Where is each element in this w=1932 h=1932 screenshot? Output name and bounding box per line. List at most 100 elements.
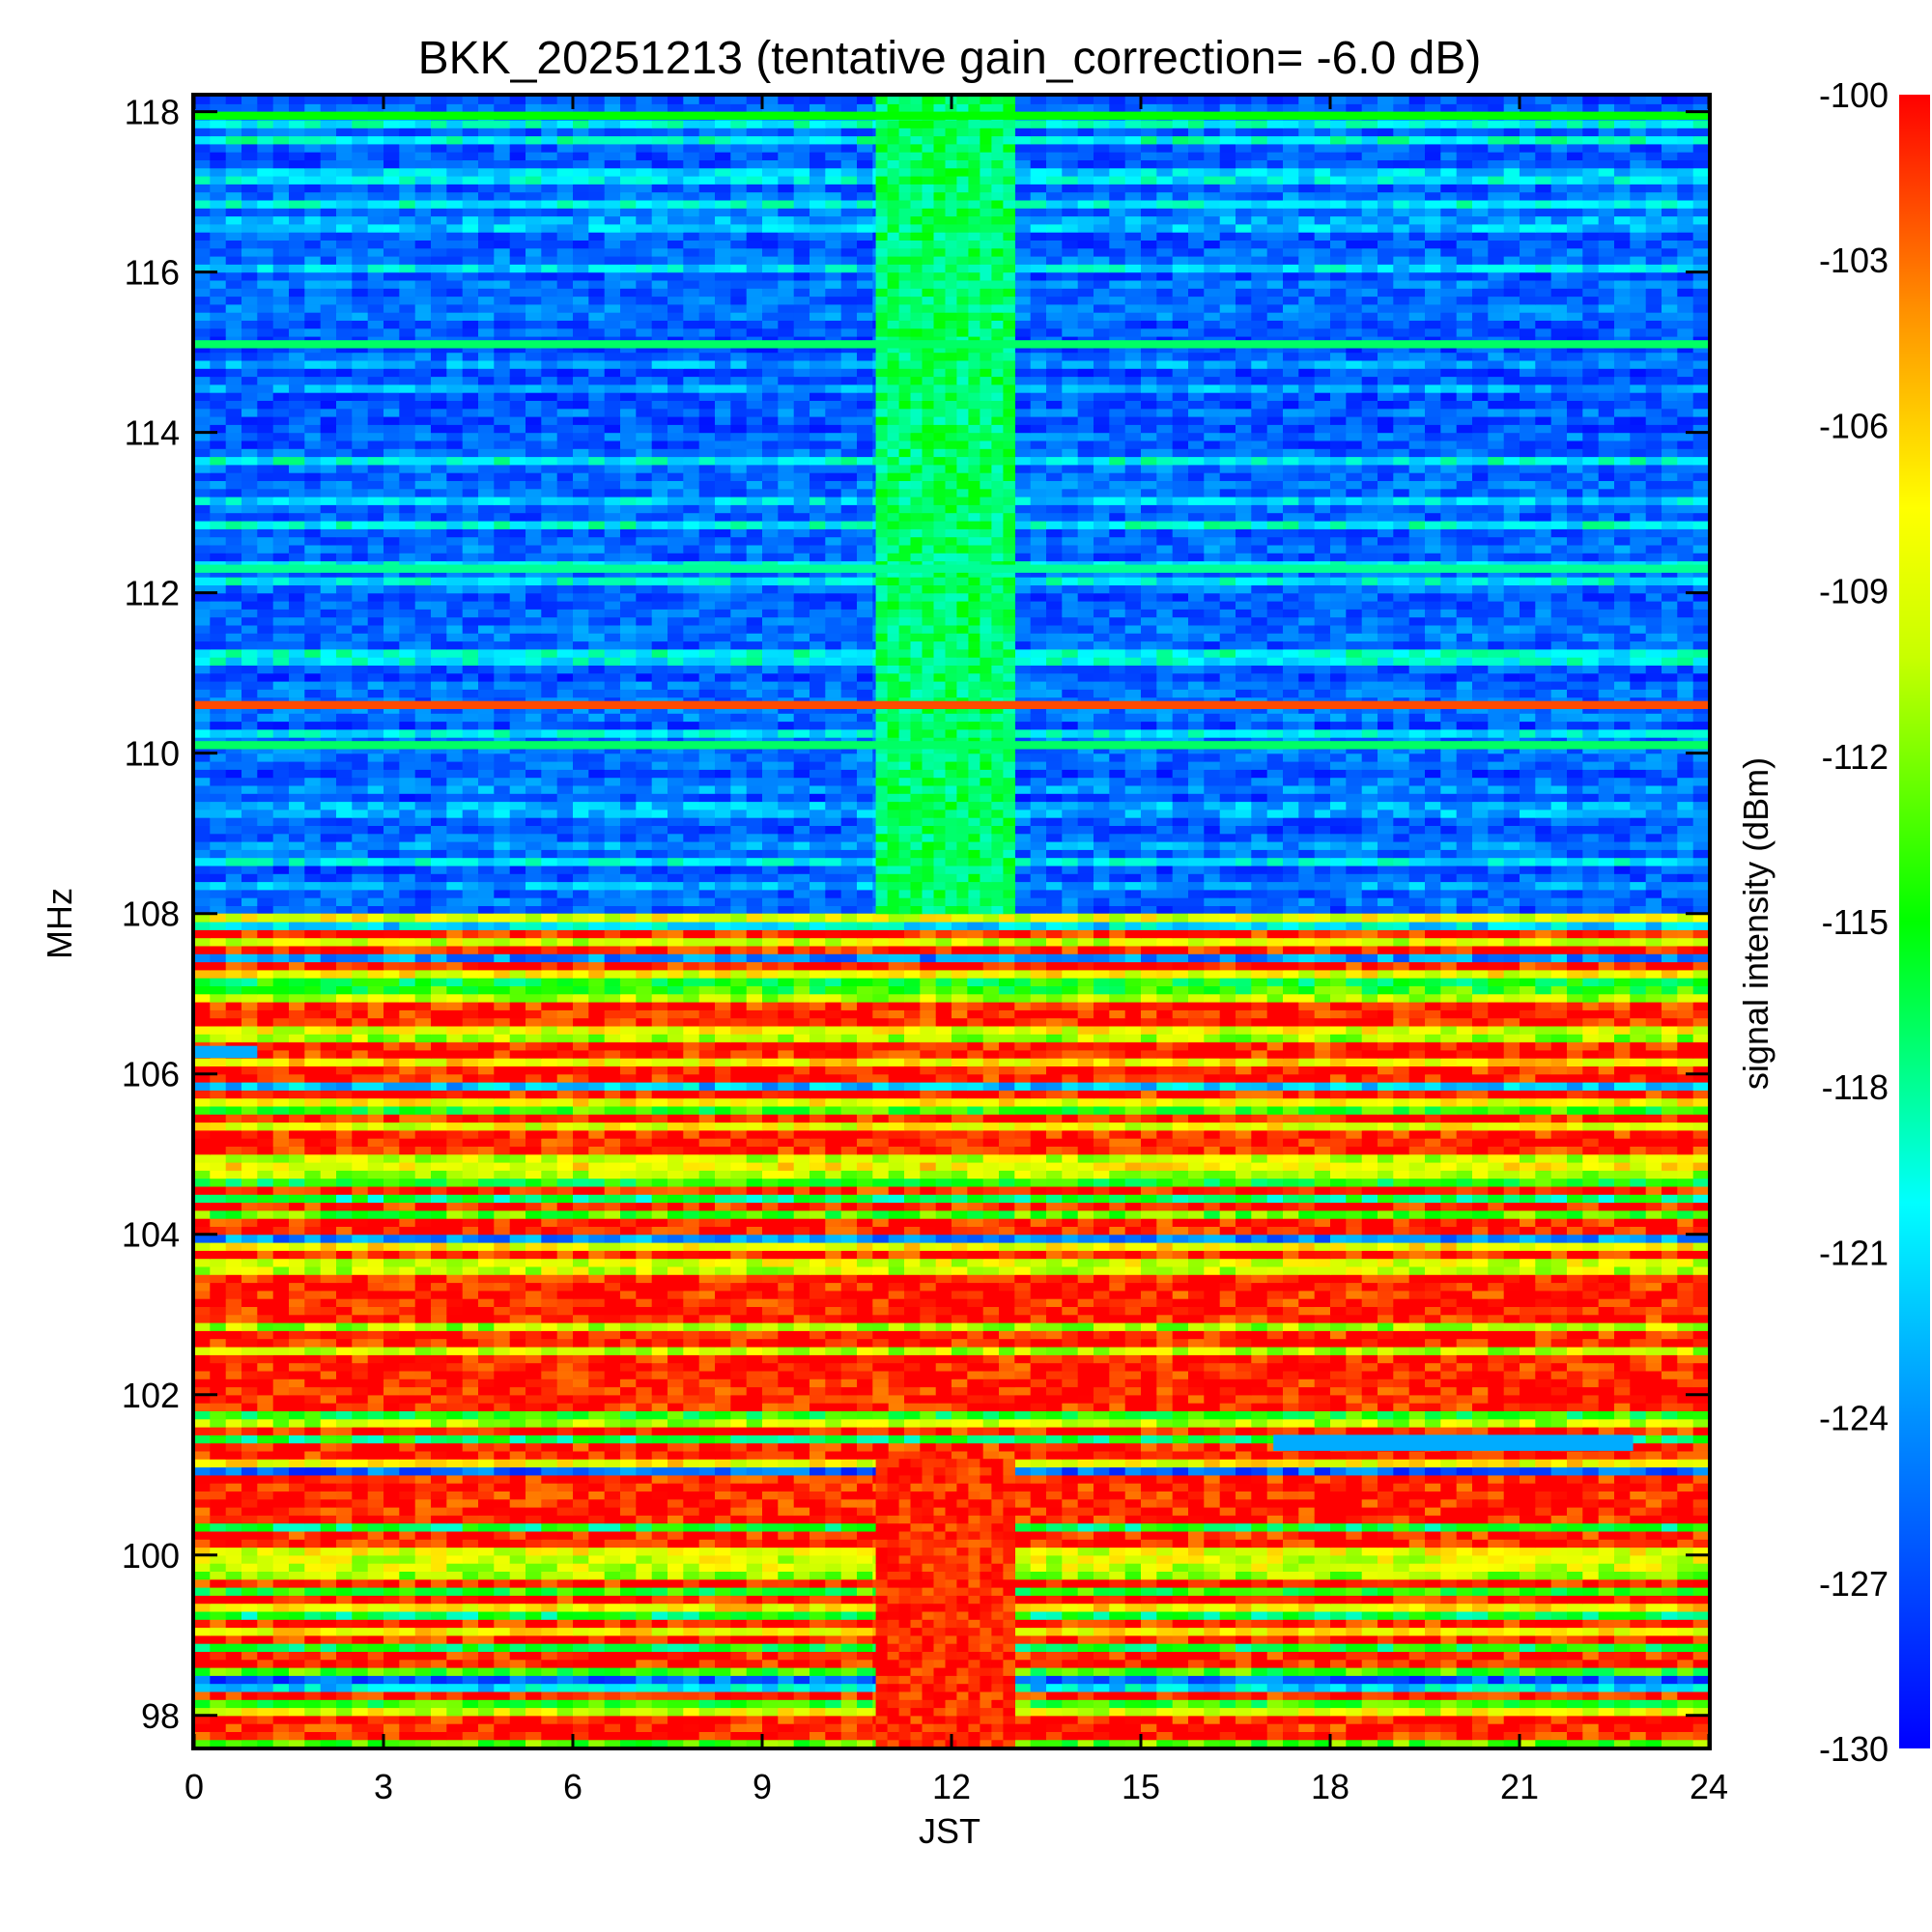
- air-band-cell: [1062, 777, 1079, 786]
- air-band-cell: [541, 689, 558, 698]
- air-band-cell: [478, 793, 495, 803]
- air-band-cell: [1236, 672, 1252, 682]
- air-band-cell: [620, 889, 637, 898]
- air-band-cell: [1077, 889, 1094, 898]
- air-band-cell: [1692, 568, 1709, 578]
- air-band-cell: [257, 769, 274, 779]
- air-band-cell: [1692, 616, 1709, 626]
- air-band-cell: [604, 633, 621, 642]
- air-band-cell: [1046, 504, 1063, 514]
- air-band-cell: [1567, 721, 1583, 730]
- air-band-cell: [840, 521, 858, 529]
- air-band-cell: [588, 841, 606, 850]
- air-band-cell: [210, 809, 227, 818]
- air-band-cell: [1425, 889, 1441, 898]
- air-band-cell: [1330, 833, 1347, 842]
- air-band-cell: [1677, 761, 1694, 770]
- air-band-cell: [526, 681, 542, 690]
- air-band-cell: [1456, 640, 1473, 650]
- air-band-cell: [1645, 857, 1662, 867]
- air-band-cell: [526, 713, 542, 723]
- air-band-cell: [1488, 769, 1505, 779]
- air-band-cell: [367, 753, 384, 762]
- air-band-cell: [526, 784, 542, 794]
- air-band-cell: [1077, 512, 1094, 522]
- air-band-cell: [762, 640, 779, 650]
- air-band-cell: [746, 825, 763, 835]
- air-band-cell: [1283, 536, 1299, 546]
- air-band-cell: [431, 657, 447, 666]
- air-band-cell: [1124, 689, 1142, 698]
- air-band-cell: [272, 753, 290, 762]
- air-band-cell: [620, 881, 637, 891]
- air-band-cell: [573, 745, 589, 754]
- air-band-cell: [1266, 784, 1284, 794]
- air-band-cell: [762, 865, 779, 874]
- air-band-cell: [462, 584, 479, 594]
- air-band-cell: [1598, 825, 1615, 835]
- air-band-cell: [840, 713, 858, 723]
- air-band-cell: [1219, 889, 1236, 898]
- air-band-cell: [1124, 648, 1142, 658]
- air-band-cell: [1014, 544, 1032, 554]
- air-band-cell: [651, 553, 668, 562]
- air-band-cell: [399, 648, 416, 658]
- air-band-cell: [399, 721, 416, 730]
- air-band-cell: [1251, 841, 1268, 850]
- air-band-cell: [210, 881, 227, 891]
- air-band-cell: [414, 745, 432, 754]
- air-band-cell: [1014, 609, 1032, 618]
- air-band-cell: [1440, 809, 1458, 818]
- air-band-cell: [573, 841, 589, 850]
- air-band-cell: [446, 753, 464, 762]
- air-band-cell: [588, 504, 606, 514]
- air-band-cell: [762, 521, 779, 529]
- air-band-cell: [352, 568, 369, 578]
- air-band-cell: [1330, 753, 1347, 762]
- air-band-cell: [1330, 584, 1347, 594]
- air-band-cell: [840, 817, 858, 826]
- air-band-cell: [1030, 784, 1047, 794]
- air-band-cell: [778, 753, 795, 762]
- air-band-cell: [1014, 568, 1032, 578]
- air-band-cell: [651, 672, 668, 682]
- air-band-cell: [668, 497, 684, 505]
- air-band-cell: [1062, 857, 1079, 867]
- air-band-cell: [1503, 841, 1520, 850]
- air-band-cell: [272, 624, 290, 634]
- air-band-cell: [1251, 601, 1268, 610]
- air-band-cell: [320, 577, 337, 585]
- air-band-cell: [1503, 793, 1520, 803]
- air-band-cell: [651, 753, 668, 762]
- air-band-cell: [1266, 592, 1284, 602]
- air-band-cell: [1266, 753, 1284, 762]
- air-band-cell: [1062, 745, 1079, 754]
- air-band-cell: [1692, 640, 1709, 650]
- air-band-cell: [1567, 689, 1583, 698]
- air-band-cell: [1346, 592, 1363, 602]
- air-band-cell: [588, 761, 606, 770]
- air-band-cell: [588, 833, 606, 842]
- air-band-cell: [793, 528, 810, 538]
- air-band-cell: [320, 873, 337, 883]
- air-band-cell: [1298, 665, 1316, 674]
- air-band-cell: [1408, 825, 1426, 835]
- air-band-cell: [1314, 777, 1331, 786]
- air-band-cell: [414, 592, 432, 602]
- air-band-cell: [1692, 889, 1709, 898]
- air-band-cell: [352, 889, 369, 898]
- air-band-cell: [1408, 657, 1426, 666]
- air-band-cell: [462, 592, 479, 602]
- air-band-cell: [1188, 609, 1205, 618]
- air-band-cell: [1046, 544, 1063, 554]
- air-band-cell: [1077, 657, 1094, 666]
- air-band-cell: [651, 713, 668, 723]
- air-band-cell: [194, 817, 211, 826]
- air-band-cell: [446, 881, 464, 891]
- air-band-cell: [304, 889, 322, 898]
- air-band-cell: [399, 601, 416, 610]
- air-band-cell: [1251, 512, 1268, 522]
- air-band-cell: [272, 745, 290, 754]
- air-band-cell: [1520, 857, 1536, 867]
- air-band-cell: [668, 897, 684, 906]
